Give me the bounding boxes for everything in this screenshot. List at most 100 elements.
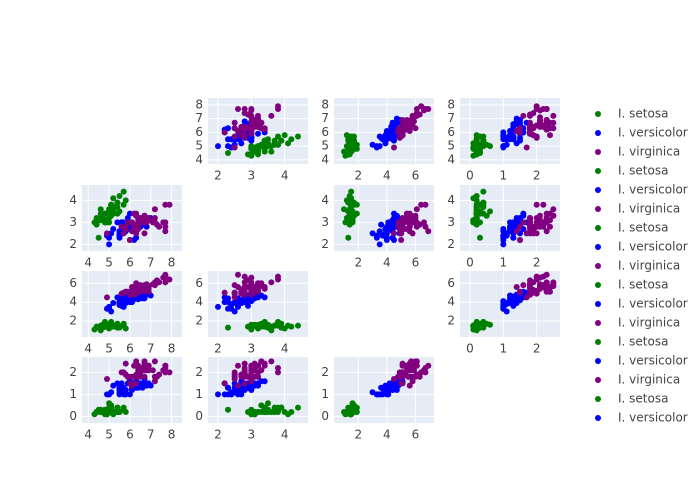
data-point xyxy=(221,129,228,136)
legend-marker xyxy=(595,320,601,326)
y-tick-label: 2 xyxy=(447,313,455,327)
data-point xyxy=(510,133,517,140)
data-point xyxy=(376,241,383,248)
y-tick-label: 2 xyxy=(69,365,77,379)
data-point xyxy=(238,371,245,378)
data-point xyxy=(122,360,129,367)
data-point xyxy=(248,288,255,295)
data-point xyxy=(97,409,104,415)
data-point xyxy=(543,228,550,235)
x-tick-label: 6 xyxy=(126,428,134,442)
data-point xyxy=(104,376,110,382)
data-point xyxy=(533,276,540,283)
data-point xyxy=(108,230,115,237)
data-point xyxy=(225,305,231,312)
y-tick-label: 4 xyxy=(447,295,455,309)
data-point xyxy=(413,358,420,365)
data-point xyxy=(248,145,255,152)
data-point xyxy=(268,358,275,365)
data-point xyxy=(101,219,108,226)
data-point xyxy=(391,210,397,217)
data-point xyxy=(131,362,138,369)
legend-marker xyxy=(595,415,601,421)
data-point xyxy=(403,126,410,133)
data-point xyxy=(106,323,113,330)
y-tick-label: 2 xyxy=(69,237,77,251)
data-point xyxy=(131,285,138,292)
data-point xyxy=(477,208,483,215)
data-point xyxy=(137,219,144,226)
data-point xyxy=(241,360,248,367)
data-point xyxy=(162,369,169,376)
data-point xyxy=(422,369,429,376)
data-point xyxy=(231,371,238,378)
x-tick-label: 5 xyxy=(105,428,113,442)
data-point xyxy=(550,119,557,126)
data-point xyxy=(513,128,520,134)
data-point xyxy=(124,373,131,380)
legend-marker xyxy=(595,339,601,345)
legend-marker xyxy=(595,111,601,117)
data-point xyxy=(248,373,255,380)
legend-marker xyxy=(595,225,601,231)
legend-label: I. versicolor xyxy=(618,354,688,368)
data-point xyxy=(537,212,543,219)
data-point xyxy=(265,321,271,328)
data-point xyxy=(543,215,550,221)
data-point xyxy=(248,106,255,112)
data-point xyxy=(156,223,163,230)
data-point xyxy=(503,230,510,237)
data-point xyxy=(530,110,537,117)
data-point xyxy=(162,201,169,208)
x-tick-label: 2 xyxy=(214,428,222,442)
data-point xyxy=(473,139,480,145)
data-point xyxy=(258,119,265,126)
data-point xyxy=(480,137,487,144)
data-point xyxy=(543,219,550,226)
data-point xyxy=(425,228,432,235)
data-point xyxy=(248,323,255,330)
x-tick-label: 3 xyxy=(248,428,256,442)
data-point xyxy=(533,219,540,226)
panel: 2 4 6 0 1 2 xyxy=(321,357,434,442)
data-point xyxy=(231,133,238,140)
data-point xyxy=(527,288,533,295)
data-point xyxy=(162,228,169,235)
data-point xyxy=(517,237,523,243)
data-point xyxy=(550,112,557,119)
data-point xyxy=(110,300,117,307)
data-point xyxy=(241,380,248,387)
data-point xyxy=(422,223,429,230)
data-point xyxy=(108,389,115,396)
legend-marker xyxy=(595,206,601,212)
data-point xyxy=(346,193,353,199)
data-point xyxy=(258,323,265,330)
data-point xyxy=(151,206,158,213)
data-point xyxy=(137,369,144,376)
data-point xyxy=(235,106,241,112)
data-point xyxy=(543,106,550,112)
data-point xyxy=(353,404,360,411)
data-point xyxy=(248,362,255,369)
legend-label: I. setosa xyxy=(618,335,668,349)
data-point xyxy=(409,378,416,385)
data-point xyxy=(393,119,400,126)
data-point xyxy=(104,230,110,237)
data-point xyxy=(513,284,520,291)
data-point xyxy=(241,125,248,132)
legend-marker xyxy=(595,301,601,307)
data-point xyxy=(527,219,533,226)
legend-marker xyxy=(595,130,601,136)
data-point xyxy=(422,106,429,112)
x-tick-label: 0 xyxy=(466,169,474,183)
data-point xyxy=(93,409,100,415)
data-point xyxy=(425,362,432,369)
data-point xyxy=(151,219,158,226)
data-point xyxy=(480,141,487,148)
data-point xyxy=(520,282,527,289)
legend-label: I. versicolor xyxy=(618,240,688,254)
x-tick-label: 2 xyxy=(533,256,541,270)
data-point xyxy=(141,230,148,237)
data-point xyxy=(133,230,140,237)
data-point xyxy=(346,148,353,155)
